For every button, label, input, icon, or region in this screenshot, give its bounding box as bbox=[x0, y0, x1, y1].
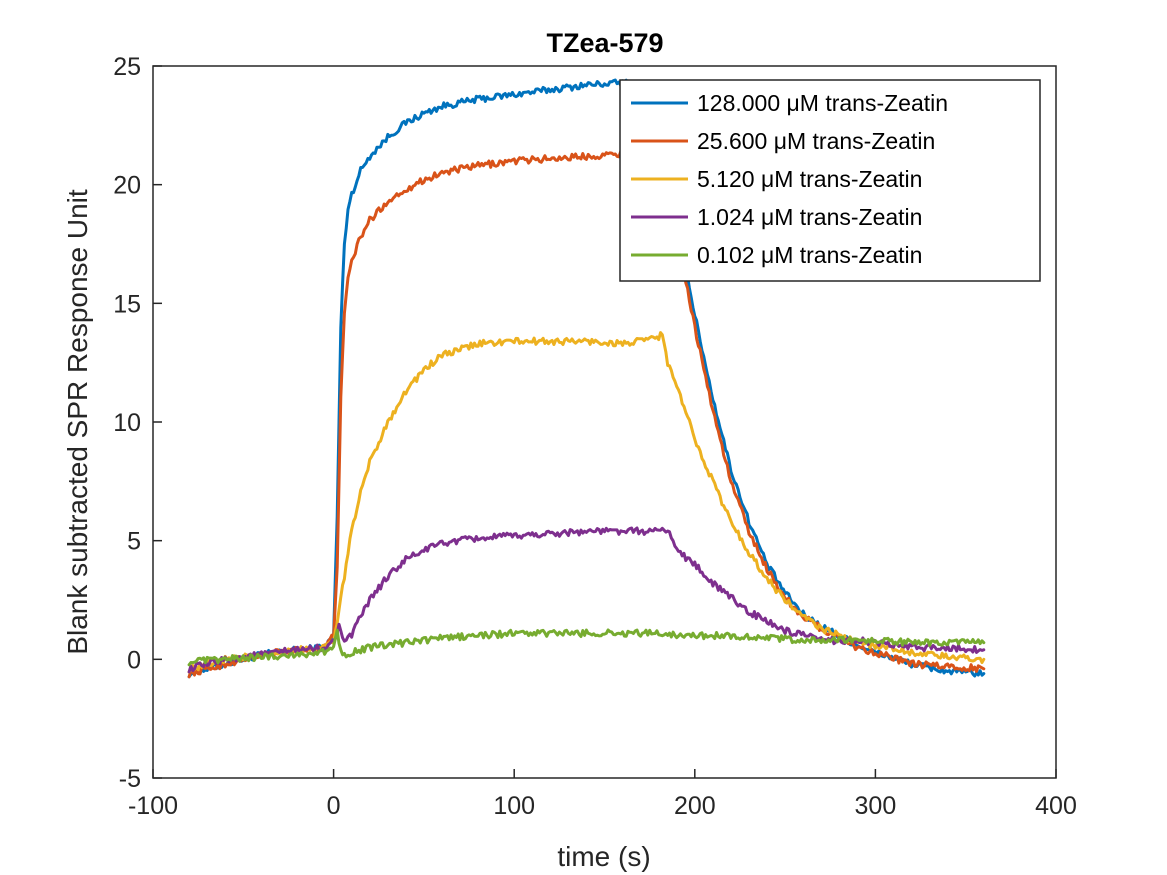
x-tick-label: 0 bbox=[327, 792, 341, 820]
y-tick-label: 5 bbox=[127, 528, 141, 556]
series-layer bbox=[187, 78, 986, 679]
x-tick-label: 100 bbox=[493, 792, 535, 820]
legend-entry-4: 1.024 μM trans-Zeatin bbox=[697, 204, 922, 230]
y-tick-label: 15 bbox=[113, 290, 141, 318]
x-tick-label: 300 bbox=[855, 792, 897, 820]
y-tick-label: 20 bbox=[113, 172, 141, 200]
x-tick-label: 400 bbox=[1035, 792, 1077, 820]
legend-box bbox=[619, 79, 1041, 282]
y-tick-label: -5 bbox=[119, 765, 141, 793]
y-tick-label: 10 bbox=[113, 409, 141, 437]
legend-entry-2: 25.600 μM trans-Zeatin bbox=[697, 128, 935, 154]
chart-title: TZea-579 bbox=[546, 28, 663, 58]
legend: 128.000 μM trans-Zeatin 25.600 μM trans-Z… bbox=[619, 79, 1041, 282]
y-tick-label: 25 bbox=[113, 53, 141, 81]
y-axis: -5 0 5 10 15 20 25 bbox=[113, 53, 162, 793]
series-line-5 bbox=[187, 628, 986, 667]
legend-entry-1: 128.000 μM trans-Zeatin bbox=[697, 90, 948, 116]
y-tick-label: 0 bbox=[127, 646, 141, 674]
legend-entry-3: 5.120 μM trans-Zeatin bbox=[697, 166, 922, 192]
legend-entry-5: 0.102 μM trans-Zeatin bbox=[697, 242, 922, 268]
x-axis-label: time (s) bbox=[557, 841, 650, 872]
series-line-3 bbox=[187, 331, 986, 674]
x-tick-label: -100 bbox=[128, 792, 178, 820]
x-tick-label: 200 bbox=[674, 792, 716, 820]
x-axis: -100 0 100 200 300 400 bbox=[128, 769, 1077, 820]
y-axis-label: Blank subtracted SPR Response Unit bbox=[62, 189, 93, 655]
